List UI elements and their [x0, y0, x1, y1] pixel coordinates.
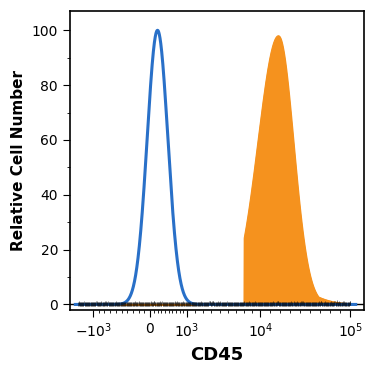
X-axis label: CD45: CD45 [190, 346, 243, 364]
Y-axis label: Relative Cell Number: Relative Cell Number [11, 70, 26, 251]
